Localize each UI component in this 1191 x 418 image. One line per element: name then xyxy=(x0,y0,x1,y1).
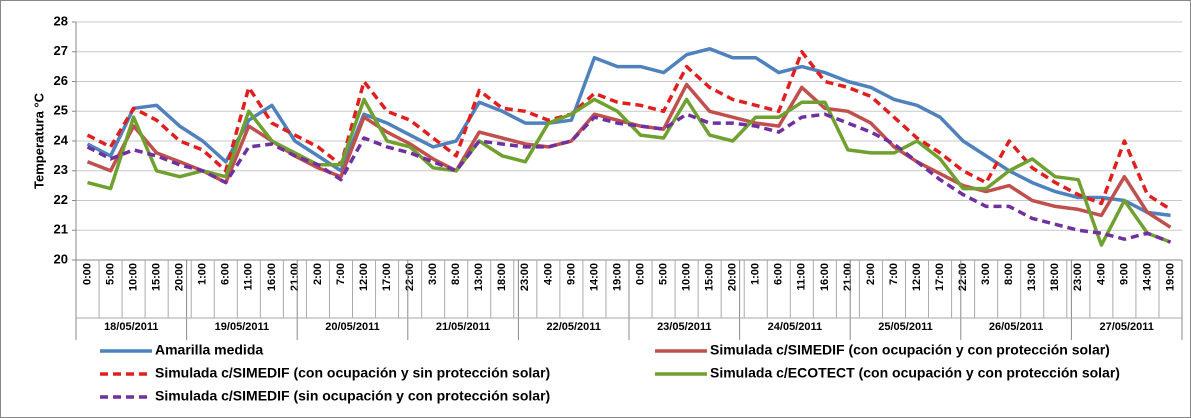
day-label: 21/05/2011 xyxy=(436,321,490,333)
day-label: 22/05/2011 xyxy=(546,321,600,333)
y-tick-label: 23 xyxy=(54,162,68,177)
y-tick-label: 22 xyxy=(54,192,68,207)
y-axis-label: Temperatura °C xyxy=(31,92,46,189)
x-tick-label: 19:00 xyxy=(611,263,623,291)
y-tick-label: 20 xyxy=(54,251,68,266)
x-tick-label: 17:00 xyxy=(381,263,393,291)
x-tick-label: 8:00 xyxy=(450,263,462,285)
x-tick-label: 23:00 xyxy=(1072,263,1084,291)
x-tick-label: 23:00 xyxy=(519,263,531,291)
x-tick-label: 15:00 xyxy=(704,263,716,291)
day-label: 25/05/2011 xyxy=(878,321,932,333)
x-tick-label: 10:00 xyxy=(128,263,140,291)
x-tick-label: 4:00 xyxy=(542,263,554,285)
x-tick-label: 5:00 xyxy=(104,263,116,285)
y-tick-label: 28 xyxy=(54,13,68,28)
x-tick-label: 7:00 xyxy=(888,263,900,285)
x-tick-label: 18:00 xyxy=(496,263,508,291)
x-tick-label: 6:00 xyxy=(773,263,785,285)
x-tick-label: 11:00 xyxy=(796,263,808,291)
x-tick-label: 14:00 xyxy=(1141,263,1153,291)
y-tick-label: 25 xyxy=(54,103,68,118)
x-tick-label: 7:00 xyxy=(335,263,347,285)
day-label: 26/05/2011 xyxy=(989,321,1043,333)
x-tick-label: 9:00 xyxy=(1118,263,1130,285)
legend-label: Simulada c/ECOTECT (con ocupación y con … xyxy=(710,365,1120,381)
x-tick-label: 22:00 xyxy=(957,263,969,291)
x-tick-label: 1:00 xyxy=(197,263,209,285)
day-label: 18/05/2011 xyxy=(104,321,158,333)
x-tick-label: 13:00 xyxy=(1026,263,1038,291)
x-tick-label: 20:00 xyxy=(727,263,739,291)
day-label: 24/05/2011 xyxy=(768,321,822,333)
x-tick-label: 12:00 xyxy=(911,263,923,291)
x-tick-label: 18:00 xyxy=(1049,263,1061,291)
legend-label: Amarilla medida xyxy=(155,342,263,358)
x-tick-label: 6:00 xyxy=(220,263,232,285)
y-tick-label: 21 xyxy=(54,222,68,237)
x-tick-label: 8:00 xyxy=(1003,263,1015,285)
x-tick-label: 16:00 xyxy=(266,263,278,291)
x-tick-label: 9:00 xyxy=(565,263,577,285)
day-label: 23/05/2011 xyxy=(657,321,711,333)
y-tick-label: 26 xyxy=(54,73,68,88)
x-tick-label: 12:00 xyxy=(358,263,370,291)
series-line xyxy=(86,47,1171,218)
x-tick-label: 20:00 xyxy=(174,263,186,291)
x-tick-label: 13:00 xyxy=(473,263,485,291)
series-line xyxy=(86,112,1172,244)
x-tick-label: 21:00 xyxy=(842,263,854,291)
x-tick-label: 22:00 xyxy=(404,263,416,291)
y-tick-label: 24 xyxy=(54,132,69,147)
series-line xyxy=(86,50,1172,211)
x-tick-label: 5:00 xyxy=(657,263,669,285)
x-tick-label: 0:00 xyxy=(634,263,646,285)
legend-label: Simulada c/SIMEDIF (con ocupación y con … xyxy=(710,342,1110,358)
x-tick-label: 0:00 xyxy=(81,263,93,285)
x-tick-label: 16:00 xyxy=(819,263,831,291)
x-tick-label: 14:00 xyxy=(588,263,600,291)
day-label: 19/05/2011 xyxy=(215,321,269,333)
day-label: 27/05/2011 xyxy=(1099,321,1153,333)
legend-label: Simulada c/SIMEDIF (sin ocupación y con … xyxy=(155,388,550,404)
x-tick-label: 3:00 xyxy=(427,263,439,285)
x-tick-label: 3:00 xyxy=(980,263,992,285)
x-tick-label: 4:00 xyxy=(1095,263,1107,285)
x-tick-label: 17:00 xyxy=(934,263,946,291)
legend-label: Simulada c/SIMEDIF (con ocupación y sin … xyxy=(155,365,550,381)
y-tick-label: 27 xyxy=(54,43,68,58)
x-tick-label: 1:00 xyxy=(750,263,762,285)
x-tick-label: 11:00 xyxy=(243,263,255,291)
x-tick-label: 19:00 xyxy=(1164,263,1176,291)
x-tick-label: 15:00 xyxy=(151,263,163,291)
day-label: 20/05/2011 xyxy=(325,321,379,333)
x-tick-label: 21:00 xyxy=(289,263,301,291)
x-tick-label: 2:00 xyxy=(865,263,877,285)
x-tick-label: 2:00 xyxy=(312,263,324,285)
x-tick-label: 10:00 xyxy=(681,263,693,291)
